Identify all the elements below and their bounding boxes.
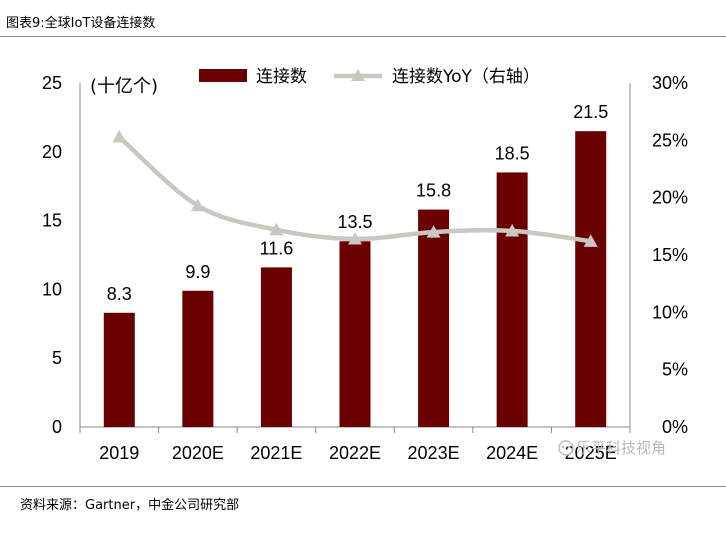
y-right-tick-label: 15% bbox=[652, 245, 688, 265]
axes: 0 5 10 15 20 25 0% 5% 10% 15% 20% 25% 30% 2019 2020E 20… bbox=[42, 73, 688, 463]
y-left-tick-label: 5 bbox=[52, 348, 62, 368]
bar-2025E bbox=[575, 131, 607, 427]
x-tick-label: 2023E bbox=[408, 443, 460, 463]
yoy-point-2024E bbox=[505, 223, 520, 237]
bar-2021E bbox=[260, 267, 292, 427]
bar-2024E bbox=[496, 172, 528, 427]
y-right-tick-label: 30% bbox=[652, 73, 688, 93]
y-left-tick-label: 20 bbox=[42, 142, 62, 162]
x-tick-label: 2020E bbox=[172, 443, 224, 463]
y-right-tick-label: 20% bbox=[652, 188, 688, 208]
watermark-icon bbox=[558, 440, 574, 456]
legend-bar-label: 连接数 bbox=[256, 67, 307, 87]
bar-2020E bbox=[182, 290, 214, 427]
x-tick-label: 2019 bbox=[99, 443, 139, 463]
data-labels: 8.3 9.9 11.6 13.5 15.8 18.5 21.5 bbox=[107, 102, 608, 304]
y-left-tick-label: 15 bbox=[42, 211, 62, 231]
y-left-tick-label: 10 bbox=[42, 279, 62, 299]
bar-value-label: 9.9 bbox=[185, 262, 210, 282]
figure-title: 图表9:全球IoT设备连接数 bbox=[6, 16, 156, 31]
yoy-point-2019 bbox=[112, 129, 127, 143]
y-right-tick-label: 10% bbox=[652, 302, 688, 322]
legend-line-marker bbox=[351, 69, 365, 81]
bar-2019 bbox=[103, 312, 135, 427]
bar-value-label: 15.8 bbox=[416, 181, 451, 201]
legend: 连接数 连接数YoY（右轴） bbox=[199, 67, 540, 87]
yoy-point-2025E bbox=[583, 234, 598, 247]
y-right-tick-label: 0% bbox=[662, 417, 688, 437]
watermark-text: 乐平科技视角 bbox=[576, 439, 666, 457]
y-left-tick-label: 0 bbox=[52, 417, 62, 437]
yoy-point-2020E bbox=[190, 198, 205, 212]
bar-value-label: 13.5 bbox=[337, 212, 372, 232]
y-left-unit-label: (十亿个) bbox=[90, 76, 158, 97]
x-tick-label: 2021E bbox=[250, 443, 302, 463]
legend-line-label: 连接数YoY（右轴） bbox=[392, 67, 540, 87]
y-left-tick-label: 25 bbox=[42, 73, 62, 93]
yoy-point-2022E bbox=[348, 231, 362, 245]
x-tick-label: 2024E bbox=[486, 443, 538, 463]
bar-value-label: 18.5 bbox=[495, 143, 530, 163]
bar-value-label: 11.6 bbox=[260, 238, 294, 258]
bar-2022E bbox=[339, 241, 371, 427]
top-rule bbox=[0, 36, 726, 37]
y-right-tick-label: 25% bbox=[652, 130, 688, 150]
yoy-line bbox=[112, 129, 598, 247]
bar-2023E bbox=[418, 209, 450, 427]
bar-value-label: 8.3 bbox=[107, 284, 132, 304]
x-tick-label: 2025E bbox=[565, 443, 617, 463]
y-right-tick-label: 5% bbox=[662, 360, 688, 380]
yoy-point-2023E bbox=[426, 225, 441, 238]
yoy-point-2021E bbox=[269, 222, 284, 236]
bars bbox=[103, 131, 607, 427]
bottom-rule bbox=[0, 486, 726, 487]
bar-value-label: 21.5 bbox=[573, 102, 608, 122]
source-note: 资料来源：Gartner，中金公司研究部 bbox=[20, 498, 240, 513]
legend-bar-swatch bbox=[199, 69, 247, 82]
x-tick-label: 2022E bbox=[329, 443, 381, 463]
